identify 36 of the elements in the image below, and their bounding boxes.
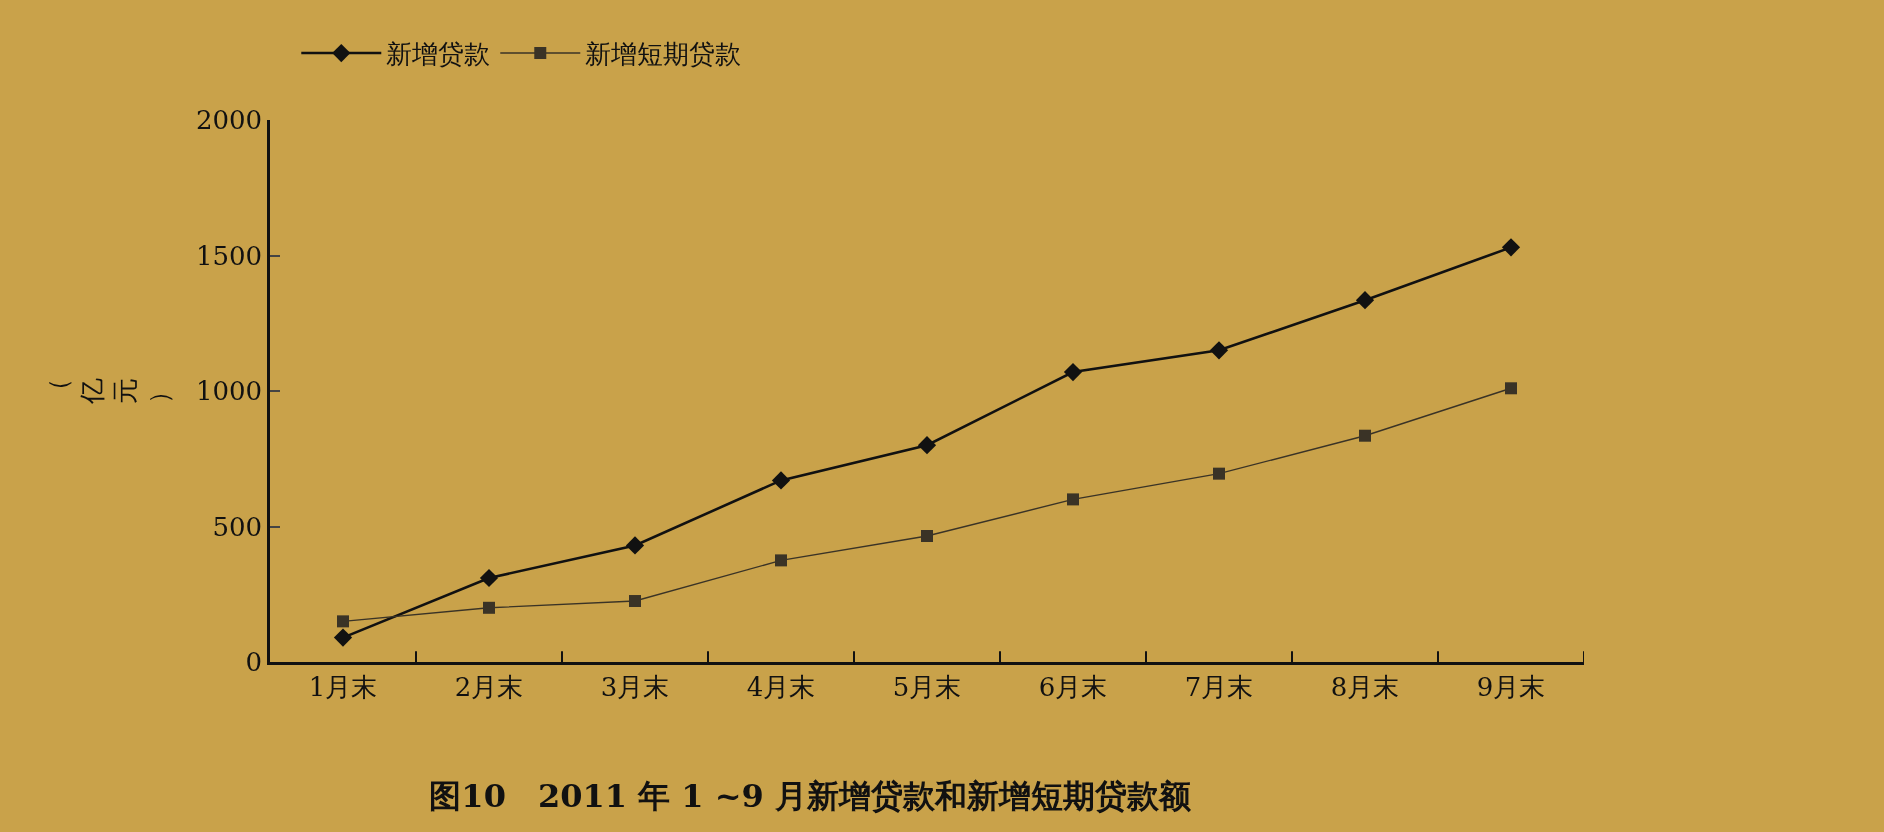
point [917,436,937,455]
point [629,595,641,608]
x-tick-label: 1月末 [308,671,378,702]
point [625,536,645,555]
point [1213,467,1225,480]
x-tick-label: 8月末 [1330,671,1400,702]
x-tick-label: 2月末 [454,671,524,702]
legend-label: 新增短期贷款 [585,39,742,70]
point [1209,341,1229,360]
point [921,529,933,542]
point [1355,291,1375,310]
point [483,601,495,614]
y-tick-label: 0 [245,647,263,678]
point [1063,362,1083,382]
x-tick-label: 7月末 [1184,671,1254,702]
x-tick-label: 9月末 [1476,671,1546,702]
y-tick-label: 1000 [195,376,263,407]
x-tick-label: 5月末 [892,671,962,702]
legend-label: 新增贷款 [386,39,491,70]
point [1505,382,1517,395]
x-tick-label: 6月末 [1038,671,1108,702]
y-tick-label: 1500 [195,240,263,271]
x-tick-label: 3月末 [600,671,670,702]
y-tick-label: 500 [212,511,263,542]
point [1067,493,1079,506]
point [771,471,791,490]
point [1501,238,1521,257]
y-tick-label: 2000 [195,105,263,136]
text: 图10 2011 年 1 ~9 月新增贷款和新增短期贷款额 [429,777,1191,816]
point [479,568,499,588]
point [1359,429,1371,442]
point [337,615,349,628]
point [333,628,353,647]
y-axis-title: （亿元） [42,378,175,405]
point [775,554,787,567]
x-tick-label: 4月末 [746,671,816,702]
